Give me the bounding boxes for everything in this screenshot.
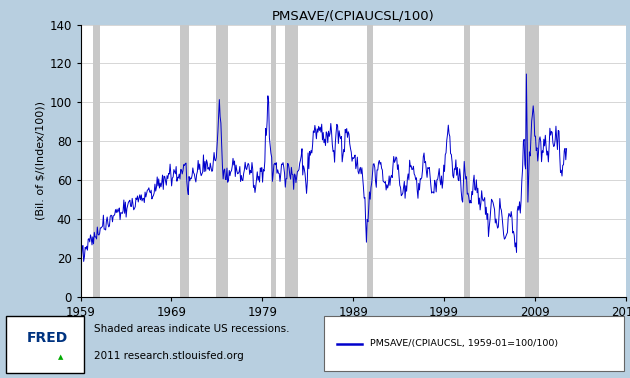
Bar xyxy=(272,25,276,297)
Bar xyxy=(93,25,100,297)
Y-axis label: (Bil. of $/(Index/100)): (Bil. of $/(Index/100)) xyxy=(35,101,45,220)
Bar xyxy=(464,25,471,297)
Text: PMSAVE/(CPIAUCSL, 1959-01=100/100): PMSAVE/(CPIAUCSL, 1959-01=100/100) xyxy=(370,339,558,348)
Text: Shaded areas indicate US recessions.: Shaded areas indicate US recessions. xyxy=(94,324,289,334)
Title: PMSAVE/(CPIAUCSL/100): PMSAVE/(CPIAUCSL/100) xyxy=(272,9,435,22)
Text: 2011 research.stlouisfed.org: 2011 research.stlouisfed.org xyxy=(94,351,244,361)
Bar xyxy=(285,25,298,297)
Bar xyxy=(180,25,189,297)
Text: ▲: ▲ xyxy=(59,354,64,360)
FancyBboxPatch shape xyxy=(6,316,84,373)
Text: FRED: FRED xyxy=(27,331,68,345)
Bar xyxy=(525,25,539,297)
FancyBboxPatch shape xyxy=(324,316,624,371)
Bar xyxy=(216,25,227,297)
Bar xyxy=(367,25,373,297)
